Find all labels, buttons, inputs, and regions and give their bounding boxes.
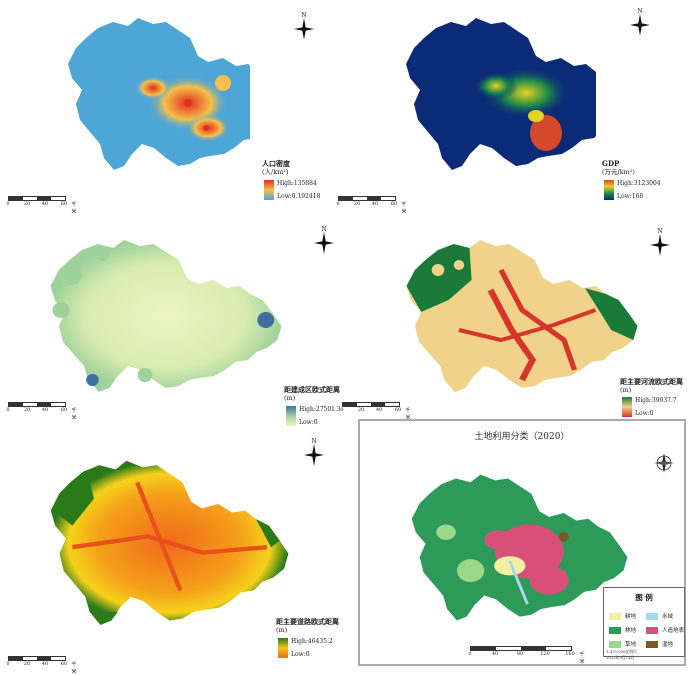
legend-unit: (万元/km²) — [602, 168, 635, 176]
legend-title: 距建成区欧式距离 — [284, 385, 340, 394]
panel-land-use: 土地利用分类（2020） 图 例 耕地 水域 林地 人造地表 草地 湿地 0 4… — [358, 419, 686, 666]
north-arrow: N — [302, 438, 326, 470]
legend-built-distance: 距建成区欧式距离 (m) — [284, 385, 340, 403]
legend-low: Low:168 — [617, 193, 644, 200]
gradient-bar — [278, 638, 288, 658]
gradient-bar — [264, 180, 274, 200]
legend-high: High:39937.7 — [635, 397, 677, 404]
swatch — [609, 640, 621, 648]
gradient-bar — [604, 180, 614, 200]
map-river-distance — [406, 240, 638, 392]
land-use-title: 土地利用分类（2020） — [474, 432, 570, 442]
legend-high: High:135884 — [277, 180, 317, 187]
panel-river-distance: N 距主要河流欧式距离 (m) High:39937.7 Low:0 0 20 … — [340, 222, 692, 422]
map-land-use — [411, 474, 628, 621]
panel-road-distance: N 距主要道路欧式距离 (m) High:46435.2 Low:0 0 20 … — [0, 430, 346, 675]
compass-icon — [314, 232, 334, 254]
legend-low: Low:0 — [635, 410, 654, 417]
map-population-density — [68, 18, 250, 170]
legend-title: 距主要道路欧式距离 — [276, 617, 339, 626]
legend-high: High:46435.2 — [291, 638, 333, 645]
legend-gdp: GDP (万元/km²) — [602, 159, 635, 177]
map-road-distance — [50, 460, 289, 625]
compass-rose-icon — [654, 453, 674, 473]
legend-item: 水域 — [646, 612, 673, 620]
legend-item: 人造地表 — [646, 626, 684, 634]
panel-built-distance: N 距建成区欧式距离 (m) High:27501.3 Low:0 0 20 4… — [0, 222, 346, 426]
north-arrow: N — [628, 8, 652, 40]
legend-low: Low:0.192418 — [277, 193, 321, 200]
legend-unit: (m) — [620, 386, 632, 394]
scale-bar: 0 20 40 60 千米 — [6, 196, 77, 215]
compass-icon — [294, 18, 314, 40]
swatch — [646, 612, 658, 620]
legend-road-distance: 距主要道路欧式距离 (m) — [276, 617, 339, 635]
legend-title: 人口密度 — [262, 159, 290, 168]
panel-gdp: N GDP (万元/km²) High:3123004 Low:168 0 20… — [336, 0, 692, 215]
swatch — [646, 640, 658, 648]
map-date-note: 2022年9月14日 — [606, 655, 635, 660]
legend-unit: (m) — [276, 626, 288, 634]
swatch — [646, 626, 658, 634]
legend-item: 湿地 — [646, 640, 673, 648]
scale-bar: 0 20 40 60 千米 — [340, 402, 411, 421]
swatch — [609, 626, 621, 634]
legend-high: High:3123004 — [617, 180, 661, 187]
legend-item: 耕地 — [609, 612, 636, 620]
north-arrow: N — [312, 226, 336, 258]
map-gdp — [406, 18, 596, 170]
north-arrow: N — [648, 228, 672, 260]
legend-population-density: 人口密度 (人/km²) — [262, 159, 290, 177]
compass-icon — [650, 234, 670, 256]
legend-item: 草地 — [609, 640, 636, 648]
north-arrow: N — [292, 12, 316, 44]
swatch — [609, 612, 621, 620]
legend-unit: (人/km²) — [262, 168, 289, 176]
scale-bar: 0 20 40 60 千米 — [336, 196, 407, 215]
legend-item: 林地 — [609, 626, 636, 634]
legend-high: High:27501.3 — [299, 406, 341, 413]
scale-bar: 0 40 80 120 160 千米 — [468, 646, 585, 665]
map-built-distance — [50, 240, 282, 392]
map-scale-note: 1:470,000比例尺 — [606, 649, 637, 654]
land-use-legend: 图 例 耕地 水域 林地 人造地表 草地 湿地 — [603, 587, 685, 657]
panel-population-density: N 人口密度 (人/km²) High:135884 Low:0.192418 … — [0, 0, 346, 215]
legend-low: Low:0 — [299, 419, 318, 426]
legend-low: Low:0 — [291, 651, 310, 658]
compass-icon — [630, 14, 650, 36]
scale-bar: 0 20 40 60 千米 — [6, 402, 77, 421]
gradient-bar — [622, 397, 632, 417]
legend-title: 距主要河流欧式距离 — [620, 377, 683, 386]
gradient-bar — [286, 406, 296, 426]
legend-unit: (m) — [284, 394, 296, 402]
scale-bar: 0 20 40 60 千米 — [6, 656, 77, 675]
land-use-legend-title: 图 例 — [635, 593, 653, 602]
legend-title: GDP — [602, 159, 620, 168]
legend-river-distance: 距主要河流欧式距离 (m) — [620, 377, 683, 395]
compass-icon — [304, 444, 324, 466]
